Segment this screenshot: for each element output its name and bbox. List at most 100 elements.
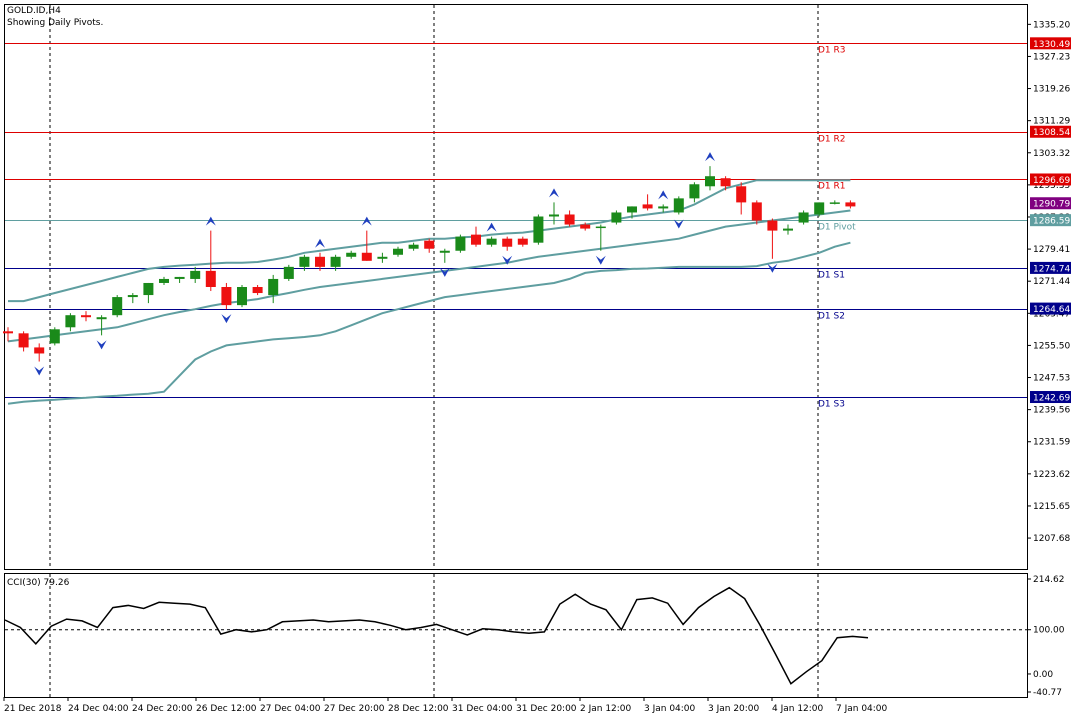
pivot-label: D1 Pivot bbox=[818, 223, 856, 233]
pivot-price-badge bbox=[1030, 302, 1071, 315]
candle-body bbox=[315, 256, 325, 267]
band-lower bbox=[7, 241, 851, 405]
symbol-label: GOLD.ID,H4 bbox=[7, 6, 61, 16]
candle-body bbox=[252, 287, 263, 294]
grid-lines bbox=[5, 5, 1027, 697]
candle-body bbox=[751, 202, 762, 221]
candle-body bbox=[330, 256, 341, 267]
price-badges: 1330.49 1308.54 1296.69 1286.59 1274.74 1264.… bbox=[1030, 37, 1071, 404]
pivot-label: D1 S1 bbox=[818, 271, 845, 281]
candle-body bbox=[143, 282, 154, 296]
candle-body bbox=[829, 202, 840, 204]
candle-body bbox=[642, 204, 653, 209]
candle-body bbox=[689, 184, 700, 199]
candle-body bbox=[3, 331, 13, 334]
candle-body bbox=[705, 176, 715, 187]
candle-body bbox=[237, 287, 247, 306]
pivot-price-badge bbox=[1030, 391, 1071, 404]
pivot-price-badge-text: 1274.74 bbox=[1033, 264, 1070, 274]
pivot-label: D1 R3 bbox=[818, 46, 846, 56]
fractal-down-icon bbox=[767, 263, 778, 273]
candle-body bbox=[720, 178, 731, 187]
x-tick-label: 24 Dec 20:00 bbox=[132, 704, 193, 714]
candle-body bbox=[580, 224, 591, 229]
pivot-label: D1 S3 bbox=[818, 400, 845, 410]
candle-body bbox=[564, 214, 575, 225]
cci-line bbox=[4, 586, 869, 685]
x-tick-label: 24 Dec 04:00 bbox=[68, 704, 129, 714]
chart-subtitle: Showing Daily Pivots. bbox=[7, 18, 103, 28]
candle-body bbox=[283, 266, 294, 279]
band-middle bbox=[7, 209, 851, 343]
y-tick-label: 1279.41 bbox=[1033, 245, 1070, 255]
pivot-price-badge bbox=[1030, 214, 1071, 227]
candle-body bbox=[112, 297, 123, 316]
x-tick-label: 27 Dec 20:00 bbox=[324, 704, 385, 714]
y-tick-label: 1311.29 bbox=[1033, 117, 1070, 127]
fractal-arrows bbox=[34, 152, 778, 376]
candle-body bbox=[627, 206, 637, 213]
fractal-down-icon bbox=[439, 267, 450, 277]
fractal-down-icon bbox=[595, 255, 606, 265]
current-price-badge bbox=[1030, 197, 1071, 210]
cci-tick-label: 100.00 bbox=[1033, 626, 1065, 636]
fractal-down-icon bbox=[673, 219, 684, 229]
pivot-price-badge bbox=[1030, 125, 1071, 138]
x-tick-label: 2 Jan 12:00 bbox=[580, 704, 632, 714]
candle-body bbox=[221, 287, 232, 306]
cci-axis: 214.62 100.00 0.00 -40.77 bbox=[1027, 575, 1065, 698]
pivot-price-badge-text: 1296.69 bbox=[1033, 176, 1070, 186]
candle-body bbox=[190, 270, 201, 279]
candle-body bbox=[533, 216, 544, 243]
candle-body bbox=[205, 270, 216, 287]
candle-body bbox=[595, 226, 606, 229]
x-tick-label: 21 Dec 2018 bbox=[4, 704, 62, 714]
candle-body bbox=[611, 212, 622, 223]
y-tick-label: 1231.59 bbox=[1033, 438, 1070, 448]
x-tick-label: 7 Jan 04:00 bbox=[836, 704, 888, 714]
y-tick-label: 1247.53 bbox=[1033, 374, 1070, 384]
candle-body bbox=[49, 329, 60, 344]
fractal-up-icon bbox=[486, 222, 497, 232]
x-tick-label: 28 Dec 12:00 bbox=[388, 704, 449, 714]
candle-body bbox=[845, 202, 856, 207]
pivot-label: D1 S2 bbox=[818, 312, 845, 322]
y-tick-label: 1335.20 bbox=[1033, 20, 1070, 30]
candles bbox=[3, 166, 856, 362]
pivot-price-badge bbox=[1030, 261, 1071, 274]
x-tick-label: 27 Dec 04:00 bbox=[260, 704, 321, 714]
y-tick-label: 1327.23 bbox=[1033, 52, 1070, 62]
fractal-up-icon bbox=[361, 216, 372, 226]
pivot-price-badge bbox=[1030, 173, 1071, 186]
pivot-lines: D1 R3 D1 R2 D1 R1 D1 Pivot D1 S1 D1 S2 D1 S3 bbox=[5, 43, 1027, 410]
cci-indicator bbox=[4, 586, 869, 685]
candle-body bbox=[393, 248, 403, 255]
candle-body bbox=[174, 276, 185, 279]
y-tick-label: 1239.56 bbox=[1033, 406, 1070, 416]
cci-pane-frame bbox=[4, 573, 1028, 698]
y-tick-label: 1207.68 bbox=[1033, 534, 1070, 544]
candle-body bbox=[34, 347, 45, 354]
price-axis: 1335.20 1327.23 1319.26 1311.29 1303.32 1295.… bbox=[1027, 20, 1070, 544]
x-tick-label: 26 Dec 12:00 bbox=[196, 704, 257, 714]
y-tick-label: 1255.50 bbox=[1033, 341, 1070, 351]
candle-body bbox=[424, 240, 435, 249]
candle-body bbox=[159, 278, 169, 283]
y-tick-label: 1295.35 bbox=[1033, 181, 1070, 191]
x-tick-label: 31 Dec 04:00 bbox=[452, 704, 513, 714]
cci-tick-label: 0.00 bbox=[1033, 670, 1053, 680]
fractal-down-icon bbox=[34, 366, 45, 376]
candle-body bbox=[736, 186, 747, 203]
candle-body bbox=[268, 278, 279, 296]
fractal-up-icon bbox=[205, 216, 216, 226]
y-tick-label: 1319.26 bbox=[1033, 85, 1070, 95]
y-tick-label: 1303.32 bbox=[1033, 149, 1070, 159]
candle-body bbox=[673, 198, 684, 213]
candle-body bbox=[455, 236, 466, 251]
candle-body bbox=[81, 315, 91, 318]
candle-body bbox=[439, 250, 450, 253]
candle-body bbox=[408, 244, 419, 249]
fractal-down-icon bbox=[96, 340, 107, 350]
pivot-price-badge bbox=[1030, 37, 1071, 50]
